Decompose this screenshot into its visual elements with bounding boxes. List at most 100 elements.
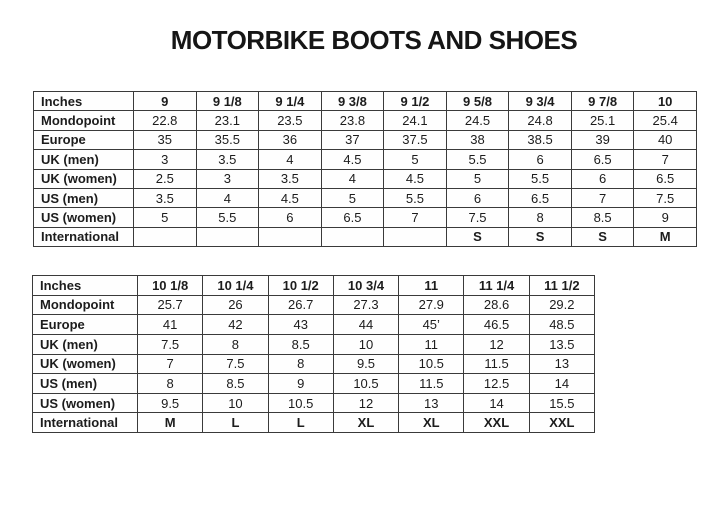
table-cell: 3 bbox=[133, 149, 197, 170]
table-row: Europe 41 42 43 44 45’ 46.5 48.5 bbox=[32, 314, 596, 335]
table-cell: 35.5 bbox=[195, 129, 260, 151]
table-cell: L bbox=[202, 412, 269, 433]
table-cell: 43 bbox=[267, 314, 334, 335]
table-cell: 10.5 bbox=[267, 392, 334, 414]
row-label: Europe bbox=[33, 129, 134, 151]
table-cell: 7.5 bbox=[633, 187, 697, 209]
table-cell: 23.5 bbox=[258, 110, 322, 131]
table-cell: 9 1/2 bbox=[383, 90, 447, 112]
table-cell: 3.5 bbox=[258, 168, 322, 189]
table-cell: 10 1/2 bbox=[267, 275, 334, 296]
table-cell: 9 3/8 bbox=[320, 90, 385, 112]
table-cell: 6.5 bbox=[508, 187, 572, 209]
table-cell: 40 bbox=[633, 129, 697, 151]
table-cell: 8.5 bbox=[267, 333, 334, 355]
table-cell: 38 bbox=[445, 129, 510, 151]
table-row: US (men) 3.5 4 4.5 5 5.5 6 6.5 7 7.5 bbox=[33, 187, 697, 209]
table-cell: 11 bbox=[398, 333, 465, 355]
table-cell: 27.3 bbox=[332, 294, 400, 316]
table-cell: 14 bbox=[463, 392, 530, 414]
table-cell: 10 bbox=[332, 333, 400, 355]
table-cell: 2.5 bbox=[133, 168, 197, 189]
table-cell bbox=[320, 226, 385, 248]
table-cell: XL bbox=[332, 412, 400, 433]
table-cell: 6 bbox=[445, 187, 510, 209]
table-cell: 5 bbox=[133, 207, 197, 228]
table-cell: 4.5 bbox=[383, 168, 447, 189]
table-cell: 11 1/2 bbox=[528, 275, 596, 296]
row-label: US (women) bbox=[32, 392, 138, 414]
table-cell: 7 bbox=[570, 187, 635, 209]
table-row: UK (men) 7.5 8 8.5 10 11 12 13.5 bbox=[32, 333, 596, 355]
table-cell: 48.5 bbox=[528, 314, 596, 335]
table-cell: 10.5 bbox=[332, 373, 400, 394]
table-row: International M L L XL XL XXL XXL bbox=[32, 412, 596, 433]
table-cell: 6 bbox=[570, 168, 635, 189]
table-cell: 3.5 bbox=[195, 149, 260, 170]
table-cell: 5.5 bbox=[383, 187, 447, 209]
row-label: US (women) bbox=[33, 207, 134, 228]
table-cell: 12 bbox=[463, 333, 530, 355]
table-cell: 22.8 bbox=[133, 110, 197, 131]
table-cell: 42 bbox=[202, 314, 269, 335]
table-cell: 10 bbox=[633, 90, 697, 112]
table-cell bbox=[195, 226, 260, 248]
table-cell: 9.5 bbox=[332, 353, 400, 375]
table-cell: 7 bbox=[633, 149, 697, 170]
table-cell: 5.5 bbox=[508, 168, 572, 189]
table-cell: 9.5 bbox=[136, 392, 204, 414]
row-label: US (men) bbox=[33, 187, 134, 209]
table-cell: 6 bbox=[258, 207, 322, 228]
table-cell: 26 bbox=[202, 294, 269, 316]
table-cell: 14 bbox=[528, 373, 596, 394]
table-cell: 12 bbox=[332, 392, 400, 414]
table-cell: 4.5 bbox=[258, 187, 322, 209]
table-cell: S bbox=[570, 226, 635, 248]
row-label: UK (men) bbox=[33, 149, 134, 170]
table-cell: 5.5 bbox=[445, 149, 510, 170]
table-cell: 8 bbox=[508, 207, 572, 228]
table-cell: 7.5 bbox=[445, 207, 510, 228]
table-cell bbox=[258, 226, 322, 248]
table-cell: 3 bbox=[195, 168, 260, 189]
table-row: US (women) 9.5 10 10.5 12 13 14 15.5 bbox=[32, 392, 596, 414]
table-cell: 25.1 bbox=[570, 110, 635, 131]
table-cell: 13 bbox=[398, 392, 465, 414]
table-cell: 13 bbox=[528, 353, 596, 375]
table-cell: 7.5 bbox=[202, 353, 269, 375]
table-cell: 38.5 bbox=[508, 129, 572, 151]
table-cell: 4.5 bbox=[320, 149, 385, 170]
table-cell: 4 bbox=[320, 168, 385, 189]
table-cell: 7 bbox=[136, 353, 204, 375]
size-conversion-table-upper: Inches 9 9 1/8 9 1/4 9 3/8 9 1/2 9 5/8 9 3/4 9 7… bbox=[33, 90, 697, 248]
table-cell: 28.6 bbox=[463, 294, 530, 316]
table-cell: 39 bbox=[570, 129, 635, 151]
table-cell bbox=[383, 226, 447, 248]
table-cell: 9 bbox=[133, 90, 197, 112]
table-cell: 6.5 bbox=[570, 149, 635, 170]
table-cell: 10 bbox=[202, 392, 269, 414]
table-cell: 9 1/4 bbox=[258, 90, 322, 112]
table-cell: 7 bbox=[383, 207, 447, 228]
table-cell: 35 bbox=[133, 129, 197, 151]
table-row: UK (men) 3 3.5 4 4.5 5 5.5 6 6.5 7 bbox=[33, 149, 697, 170]
row-label: UK (women) bbox=[33, 168, 134, 189]
table-cell: 45’ bbox=[398, 314, 465, 335]
table-cell: 11.5 bbox=[463, 353, 530, 375]
table-cell: 4 bbox=[258, 149, 322, 170]
table-cell: XXL bbox=[463, 412, 530, 433]
table-cell: 25.7 bbox=[136, 294, 204, 316]
table-cell: 25.4 bbox=[633, 110, 697, 131]
table-cell: 27.9 bbox=[398, 294, 465, 316]
table-cell: XXL bbox=[528, 412, 596, 433]
table-cell bbox=[133, 226, 197, 248]
table-row: Europe 35 35.5 36 37 37.5 38 38.5 39 40 bbox=[33, 129, 697, 151]
table-cell: 7.5 bbox=[136, 333, 204, 355]
table-cell: S bbox=[508, 226, 572, 248]
table-cell: 6 bbox=[508, 149, 572, 170]
size-conversion-table-lower: Inches 10 1/8 10 1/4 10 1/2 10 3/4 11 11 1/4 11… bbox=[32, 275, 596, 433]
table-cell: 3.5 bbox=[133, 187, 197, 209]
table-cell: 10 3/4 bbox=[332, 275, 400, 296]
table-cell: 12.5 bbox=[463, 373, 530, 394]
table-row: International S S S M bbox=[33, 226, 697, 248]
